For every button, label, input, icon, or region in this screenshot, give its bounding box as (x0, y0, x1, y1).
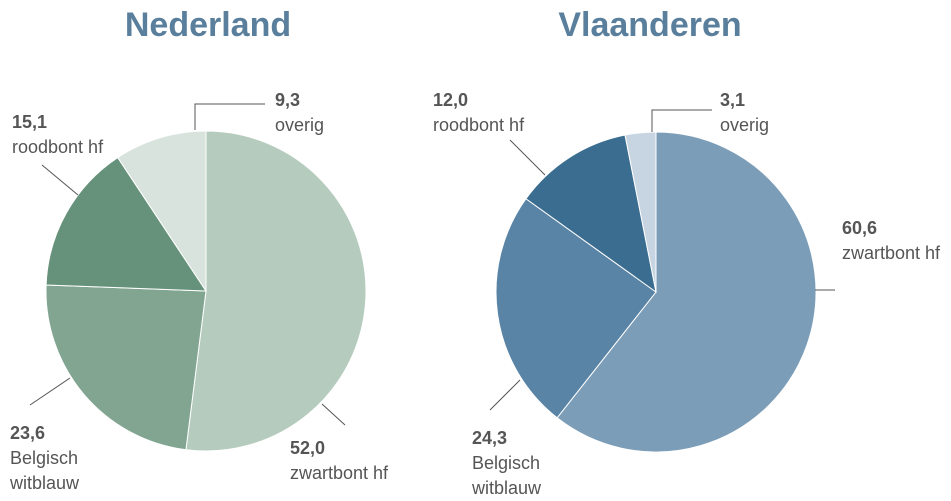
leader-line (194, 103, 265, 130)
value-label: 52,0 (290, 438, 326, 458)
leader-line (489, 379, 521, 411)
category-label: roodbont hf (433, 115, 525, 135)
slice-label: 3,1 overig (720, 88, 820, 138)
slice-label: 23,6 Belgisch witblauw (10, 421, 110, 496)
slice-label: 12,0 roodbont hf (433, 88, 563, 138)
category-label: overig (275, 115, 325, 135)
chart-title: Nederland (124, 6, 292, 44)
pie-slice (556, 131, 817, 453)
slice-label: 60,6 zwartbont hf (842, 216, 942, 266)
pie-slice (45, 156, 207, 292)
slice-label: 9,3 overig (275, 88, 375, 138)
pie-slice (185, 130, 367, 452)
category-label: Belgisch witblauw (472, 453, 542, 498)
slice-label: 52,0 zwartbont hf (290, 436, 450, 486)
value-label: 23,6 (10, 423, 46, 443)
value-label: 60,6 (842, 218, 878, 238)
pie-slice (117, 130, 207, 293)
slice-label: 15,1 roodbont hf (12, 110, 142, 160)
value-label: 24,3 (472, 428, 508, 448)
category-label: Belgisch witblauw (10, 448, 80, 493)
value-label: 3,1 (720, 90, 746, 110)
value-label: 15,1 (12, 112, 48, 132)
category-label: zwartbont hf (290, 463, 389, 483)
leader-line (321, 403, 346, 426)
leader-line (29, 377, 71, 406)
chart-title: Vlaanderen (558, 6, 742, 44)
category-label: roodbont hf (12, 137, 104, 157)
pie-slice (624, 131, 657, 293)
value-label: 9,3 (275, 90, 301, 110)
leader-line (41, 164, 79, 196)
category-label: zwartbont hf (842, 243, 941, 263)
slice-label: 24,3 Belgisch witblauw (472, 426, 572, 501)
leader-line (509, 139, 546, 176)
pie-slice (525, 134, 657, 294)
category-label: overig (720, 115, 770, 135)
pie-slice (45, 284, 207, 451)
leader-line (651, 109, 712, 132)
value-label: 12,0 (433, 90, 469, 110)
pie-slice (495, 198, 657, 419)
